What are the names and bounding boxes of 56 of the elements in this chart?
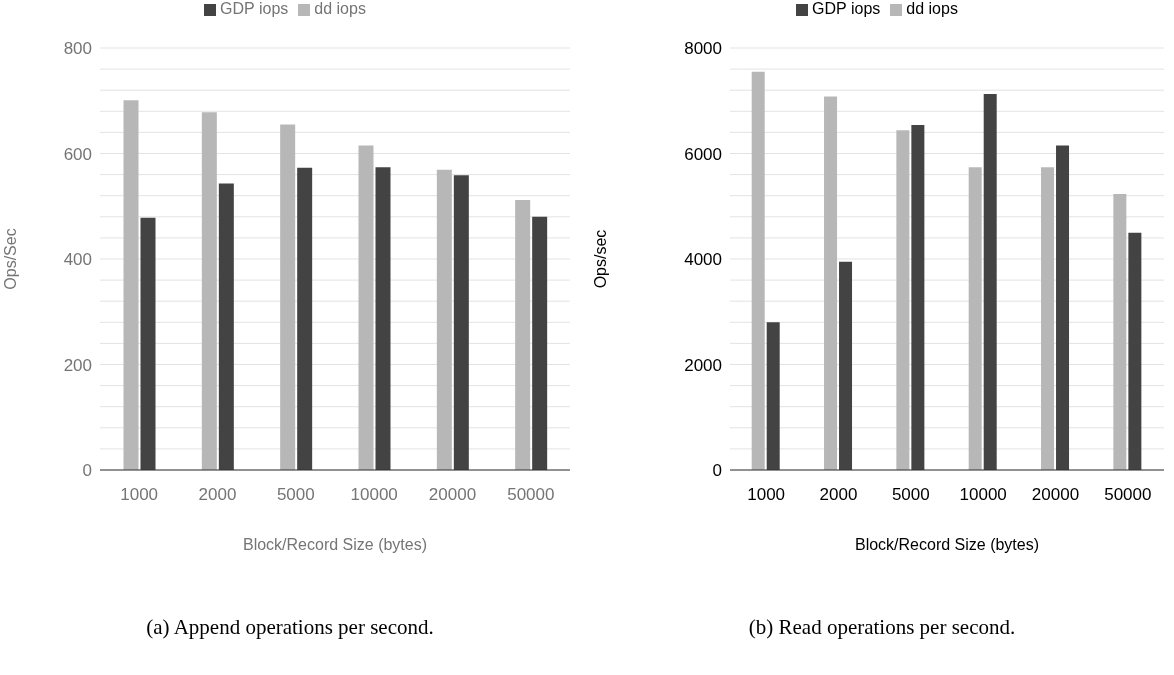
bar <box>453 175 469 470</box>
x-tick-label: 2000 <box>198 485 237 505</box>
x-tick-label: 5000 <box>276 485 315 505</box>
y-tick-label: 2000 <box>684 355 722 375</box>
y-tick-label: 400 <box>63 250 92 270</box>
y-tick-label: 0 <box>712 461 722 481</box>
bar <box>1113 194 1127 470</box>
legend-label: dd iops <box>314 0 366 17</box>
x-tick-label: 50000 <box>1104 485 1152 505</box>
x-axis-title: Block/Record Size (bytes) <box>854 536 1040 553</box>
bar <box>839 261 853 470</box>
x-tick-label: 20000 <box>428 485 477 505</box>
bar <box>140 217 156 470</box>
y-tick-label: 6000 <box>684 144 722 164</box>
y-axis-title: Ops/Sec <box>1 228 19 290</box>
y-tick-label: 8000 <box>684 39 722 59</box>
bar <box>766 322 780 470</box>
bar <box>436 169 452 470</box>
bar <box>375 167 391 470</box>
text: (b) Read operations per second. <box>747 615 1017 640</box>
bar <box>1056 145 1070 470</box>
bar <box>515 199 531 470</box>
y-tick-label: 4000 <box>684 250 722 270</box>
legend-label: GDP iops <box>812 0 881 17</box>
bar <box>911 125 925 470</box>
bar <box>218 183 234 470</box>
x-tick-label: 50000 <box>507 485 555 505</box>
bar <box>1128 232 1142 470</box>
bar <box>1041 167 1055 470</box>
bar <box>123 100 139 470</box>
x-tick-label: 10000 <box>959 485 1007 505</box>
x-tick-label: 1000 <box>120 485 159 505</box>
bar <box>358 145 374 470</box>
x-tick-label: 2000 <box>819 485 858 505</box>
bar <box>280 124 296 470</box>
x-axis-title: Block/Record Size (bytes) <box>242 536 428 553</box>
x-tick-label: 5000 <box>891 485 930 505</box>
legend-label: dd iops <box>906 0 958 17</box>
x-tick-label: 1000 <box>747 485 786 505</box>
legend-label: GDP iops <box>220 0 289 17</box>
text: (a) Append operations per second. <box>145 615 435 640</box>
y-tick-label: 0 <box>82 461 92 481</box>
y-tick-label: 600 <box>63 144 92 164</box>
bar <box>968 167 982 470</box>
bar <box>201 112 217 470</box>
bar <box>532 216 548 470</box>
x-tick-label: 10000 <box>350 485 398 505</box>
bar <box>896 130 910 470</box>
bar <box>983 93 997 470</box>
bar <box>751 71 765 470</box>
y-tick-label: 800 <box>63 39 92 59</box>
bar <box>297 167 313 470</box>
x-tick-label: 20000 <box>1031 485 1080 505</box>
y-tick-label: 200 <box>63 355 92 375</box>
y-axis-title: Ops/sec <box>591 229 609 289</box>
bar <box>824 96 838 470</box>
